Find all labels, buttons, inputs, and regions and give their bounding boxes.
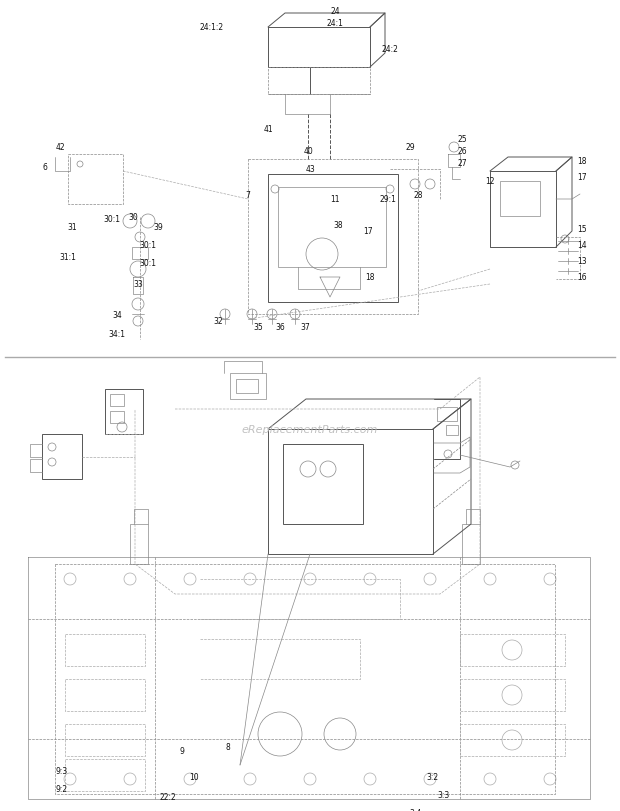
Text: 29: 29 (405, 144, 415, 152)
Text: 35: 35 (253, 323, 263, 332)
Text: 31:1: 31:1 (60, 253, 76, 262)
Text: 42: 42 (55, 144, 65, 152)
Text: 30:1: 30:1 (104, 215, 120, 224)
Text: 6: 6 (43, 163, 48, 172)
Text: 12: 12 (485, 178, 495, 187)
Text: 14: 14 (577, 241, 587, 250)
Text: 33: 33 (133, 280, 143, 290)
Text: 30: 30 (128, 213, 138, 222)
Bar (110, 394, 124, 406)
Bar (248, 160, 418, 315)
Text: 32: 32 (213, 317, 223, 326)
Text: 28: 28 (414, 191, 423, 200)
Text: 24: 24 (330, 7, 340, 16)
Text: 8: 8 (226, 743, 231, 752)
Bar (500, 182, 540, 217)
Bar (110, 411, 124, 423)
Text: 9:3: 9:3 (56, 766, 68, 775)
Text: 40: 40 (303, 148, 313, 157)
Bar (42, 435, 82, 479)
Bar (278, 188, 386, 268)
Bar (236, 380, 258, 393)
Text: 24:2: 24:2 (381, 45, 399, 54)
Text: 27: 27 (457, 159, 467, 169)
Text: 24:1:2: 24:1:2 (200, 24, 224, 32)
Text: 11: 11 (330, 195, 340, 204)
Bar (130, 525, 148, 564)
Text: 39: 39 (153, 223, 163, 232)
Bar (437, 407, 457, 422)
Text: 22:2: 22:2 (159, 792, 176, 801)
Text: 30:1: 30:1 (140, 241, 156, 250)
Bar (268, 175, 398, 303)
Text: 34: 34 (112, 311, 122, 320)
Text: 17: 17 (577, 174, 587, 182)
Text: 17: 17 (363, 227, 373, 236)
Text: 31: 31 (67, 223, 77, 232)
Text: 7: 7 (246, 191, 250, 200)
Text: 3:4: 3:4 (410, 809, 422, 811)
Bar (132, 247, 148, 260)
Bar (68, 155, 123, 204)
Text: 41: 41 (263, 126, 273, 135)
Text: 18: 18 (365, 273, 374, 282)
Text: 15: 15 (577, 225, 587, 234)
Bar (462, 525, 480, 564)
Text: 24:1: 24:1 (327, 19, 343, 28)
Text: 25: 25 (457, 135, 467, 144)
Bar (283, 444, 363, 525)
Text: 37: 37 (300, 323, 310, 332)
Bar (105, 389, 143, 435)
Text: 16: 16 (577, 273, 587, 282)
Text: 3:3: 3:3 (438, 791, 450, 800)
Text: 36: 36 (275, 323, 285, 332)
Text: eReplacementParts.com: eReplacementParts.com (242, 424, 378, 435)
Text: 38: 38 (333, 221, 343, 230)
Text: 43: 43 (305, 165, 315, 174)
Text: 34:1: 34:1 (108, 330, 125, 339)
Text: 30:1: 30:1 (140, 260, 156, 268)
Text: 26: 26 (457, 148, 467, 157)
Text: 9: 9 (180, 747, 184, 756)
Text: 9:2: 9:2 (56, 784, 68, 793)
Bar (230, 374, 266, 400)
Text: 18: 18 (577, 157, 587, 166)
Text: 3:2: 3:2 (426, 773, 438, 782)
Bar (446, 426, 458, 436)
Text: 13: 13 (577, 257, 587, 266)
Text: 29:1: 29:1 (379, 195, 396, 204)
Text: 10: 10 (189, 773, 199, 782)
